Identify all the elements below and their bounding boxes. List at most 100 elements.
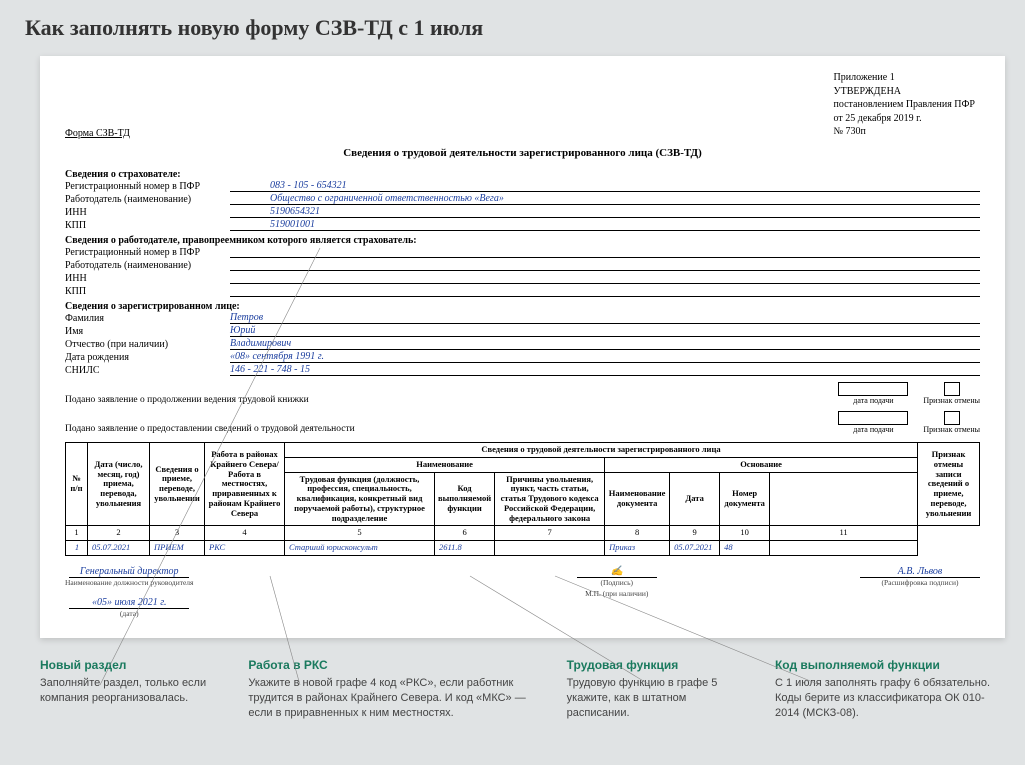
td: 2: [88, 526, 150, 541]
sig-sub: (Расшифровка подписи): [860, 578, 980, 587]
sig-value: «05» июля 2021 г.: [69, 597, 189, 609]
field-row: ИНН5190654321: [65, 206, 980, 218]
field-value: [230, 259, 980, 271]
td: 3: [150, 526, 205, 541]
approval-line: УТВЕРЖДЕНА: [834, 85, 975, 99]
field-row: СНИЛС146 - 221 - 748 - 15: [65, 364, 980, 376]
sig-sub: (дата): [65, 609, 194, 618]
td: 9: [670, 526, 720, 541]
td: 6: [435, 526, 495, 541]
th: Дата: [670, 472, 720, 526]
td: 10: [720, 526, 770, 541]
field-value: [230, 272, 980, 284]
field-row: КПП: [65, 285, 980, 297]
td: 11: [770, 526, 918, 541]
th: Сведения о трудовой деятельности зарегис…: [285, 443, 918, 458]
field-label: Имя: [65, 326, 230, 337]
statement-text: Подано заявление о продолжении ведения т…: [65, 395, 309, 405]
field-label: Регистрационный номер в ПФР: [65, 181, 230, 192]
callout-title: Работа в РКС: [248, 658, 541, 672]
field-value: [230, 246, 980, 258]
approval-line: Приложение 1: [834, 71, 975, 85]
th: Трудовая функция (должность, профессия, …: [285, 472, 435, 526]
field-label: Работодатель (наименование): [65, 194, 230, 205]
callout-title: Код выполняемой функции: [775, 658, 995, 672]
field-row: Регистрационный номер в ПФР: [65, 246, 980, 258]
callout-text: Трудовую функцию в графе 5 укажите, как …: [567, 676, 750, 721]
statement-row: Подано заявление о продолжении ведения т…: [65, 382, 980, 405]
callout-text: С 1 июля заполнять графу 6 обязательно. …: [775, 676, 995, 721]
field-row: ФамилияПетров: [65, 312, 980, 324]
date-box: [838, 411, 908, 425]
callout-text: Заполняйте раздел, только если компания …: [40, 676, 223, 706]
td: 1: [66, 526, 88, 541]
field-label: ИНН: [65, 273, 230, 284]
td: Приказ: [605, 541, 670, 556]
sig-name: А.В. Львов (Расшифровка подписи): [860, 566, 980, 587]
check-box: [944, 411, 960, 425]
field-label: КПП: [65, 286, 230, 297]
callout: Трудовая функция Трудовую функцию в граф…: [567, 658, 750, 721]
field-value: Общество с ограниченной ответственностью…: [230, 193, 980, 205]
th: Основание: [605, 457, 918, 472]
th: Дата (число, месяц, год) приема, перевод…: [88, 443, 150, 526]
approval-line: № 730п: [834, 125, 975, 139]
field-row: Регистрационный номер в ПФР083 - 105 - 6…: [65, 180, 980, 192]
td: Старший юрисконсульт: [285, 541, 435, 556]
date-box: [838, 382, 908, 396]
td: РКС: [205, 541, 285, 556]
field-value: «08» сентября 1991 г.: [230, 351, 980, 363]
section-head: Сведения о работодателе, правопреемником…: [65, 235, 980, 246]
field-value: [230, 285, 980, 297]
callout: Код выполняемой функции С 1 июля заполня…: [775, 658, 995, 721]
field-label: Отчество (при наличии): [65, 339, 230, 350]
field-label: Фамилия: [65, 313, 230, 324]
td: ПРИЕМ: [150, 541, 205, 556]
table-num-row: 1234567891011: [66, 526, 980, 541]
sig-value: А.В. Львов: [860, 566, 980, 578]
document: Приложение 1 УТВЕРЖДЕНА постановлением П…: [40, 56, 1005, 638]
signature-area: Генеральный директор Наименование должно…: [65, 566, 980, 618]
field-row: Отчество (при наличии)Владимирович: [65, 338, 980, 350]
field-value: Юрий: [230, 325, 980, 337]
sub-label: дата подачи: [853, 396, 893, 405]
approval-block: Приложение 1 УТВЕРЖДЕНА постановлением П…: [834, 71, 975, 139]
field-row: Работодатель (наименование)Общество с ог…: [65, 193, 980, 205]
sig-position: Генеральный директор Наименование должно…: [65, 566, 194, 587]
field-row: Дата рождения«08» сентября 1991 г.: [65, 351, 980, 363]
sig-date: «05» июля 2021 г. (дата): [65, 597, 194, 618]
sub-label: Признак отмены: [923, 396, 980, 405]
sub-label: Признак отмены: [923, 425, 980, 434]
callout-title: Новый раздел: [40, 658, 223, 672]
sig-value: Генеральный директор: [69, 566, 189, 578]
statement-text: Подано заявление о предоставлении сведен…: [65, 424, 355, 434]
field-row: ИмяЮрий: [65, 325, 980, 337]
th: Наименование документа: [605, 472, 670, 526]
field-label: ИНН: [65, 207, 230, 218]
main-table: № п/п Дата (число, месяц, год) приема, п…: [65, 442, 980, 556]
sub-label: дата подачи: [853, 425, 893, 434]
th: Наименование: [285, 457, 605, 472]
field-value: 519001001: [230, 219, 980, 231]
field-value: 083 - 105 - 654321: [230, 180, 980, 192]
th: Номер документа: [720, 472, 770, 526]
td: 4: [205, 526, 285, 541]
field-value: 146 - 221 - 748 - 15: [230, 364, 980, 376]
check-box: [944, 382, 960, 396]
sig-sign: ✍ (Подпись) М.П. (при наличии): [577, 566, 657, 598]
approval-line: от 25 декабря 2019 г.: [834, 112, 975, 126]
signature-icon: ✍: [577, 566, 657, 578]
page-title: Как заполнять новую форму СЗВ-ТД с 1 июл…: [0, 0, 1025, 56]
field-value: 5190654321: [230, 206, 980, 218]
section-head: Сведения о зарегистрированном лице:: [65, 301, 980, 312]
td: 05.07.2021: [88, 541, 150, 556]
field-row: КПП519001001: [65, 219, 980, 231]
field-row: Работодатель (наименование): [65, 259, 980, 271]
td: 5: [285, 526, 435, 541]
field-label: Регистрационный номер в ПФР: [65, 247, 230, 258]
td: 1: [66, 541, 88, 556]
th: Код выполняемой функции: [435, 472, 495, 526]
field-label: Работодатель (наименование): [65, 260, 230, 271]
th: Признак отмены записи сведений о приеме,…: [918, 443, 980, 526]
th: Причины увольнения, пункт, часть статьи,…: [495, 472, 605, 526]
